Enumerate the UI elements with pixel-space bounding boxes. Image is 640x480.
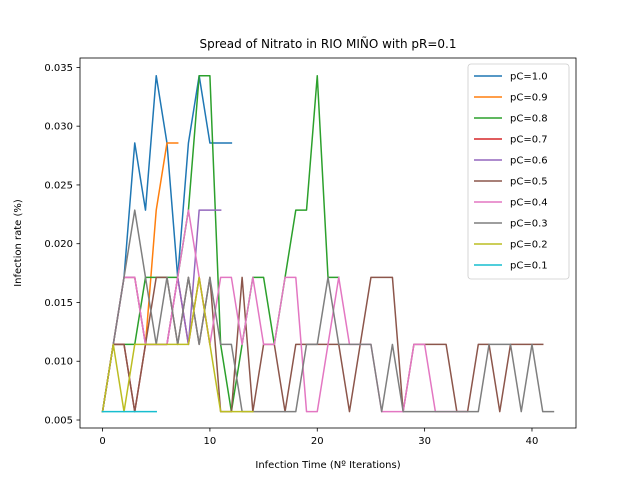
y-tick-label-1: 0.010 bbox=[44, 357, 73, 368]
y-axis: 0.005 0.010 0.015 0.020 0.025 0.030 0.035 bbox=[44, 63, 80, 427]
y-tick-label-5: 0.030 bbox=[44, 122, 73, 133]
y-tick-label-4: 0.025 bbox=[44, 180, 73, 191]
x-axis-label: Infection Time (Nº Iterations) bbox=[255, 460, 400, 471]
legend-label-4: pC=0.6 bbox=[510, 156, 548, 167]
plot-lines bbox=[101, 75, 555, 413]
y-tick-label-3: 0.020 bbox=[44, 239, 73, 250]
x-tick-label-4: 40 bbox=[526, 436, 539, 447]
legend-label-6: pC=0.4 bbox=[510, 198, 548, 209]
legend-label-9: pC=0.1 bbox=[510, 261, 548, 272]
x-tick-label-3: 30 bbox=[418, 436, 431, 447]
chart-title: Spread of Nitrato in RIO MIÑO with pR=0.… bbox=[199, 36, 456, 51]
y-tick-label-2: 0.015 bbox=[44, 298, 73, 309]
legend-label-3: pC=0.7 bbox=[510, 135, 548, 146]
x-tick-label-1: 10 bbox=[204, 436, 217, 447]
legend-label-5: pC=0.5 bbox=[510, 177, 548, 188]
x-tick-label-2: 20 bbox=[311, 436, 324, 447]
plot-frame bbox=[79, 57, 577, 429]
legend-label-0: pC=1.0 bbox=[510, 72, 548, 83]
legend-label-1: pC=0.9 bbox=[510, 93, 548, 104]
legend-label-8: pC=0.2 bbox=[510, 240, 548, 251]
legend-label-7: pC=0.3 bbox=[510, 219, 548, 230]
x-tick-label-0: 0 bbox=[99, 436, 105, 447]
x-axis: 0 10 20 30 40 bbox=[99, 428, 538, 447]
series-line-8 bbox=[101, 276, 254, 413]
y-axis-label: Infection rate (%) bbox=[13, 199, 24, 287]
legend-label-2: pC=0.8 bbox=[510, 114, 548, 125]
y-tick-label-0: 0.005 bbox=[44, 416, 73, 427]
y-tick-label-6: 0.035 bbox=[44, 63, 73, 74]
legend: pC=1.0 pC=0.9 pC=0.8 pC=0.7 pC=0.6 pC=0.5 pC=0… bbox=[467, 63, 570, 280]
